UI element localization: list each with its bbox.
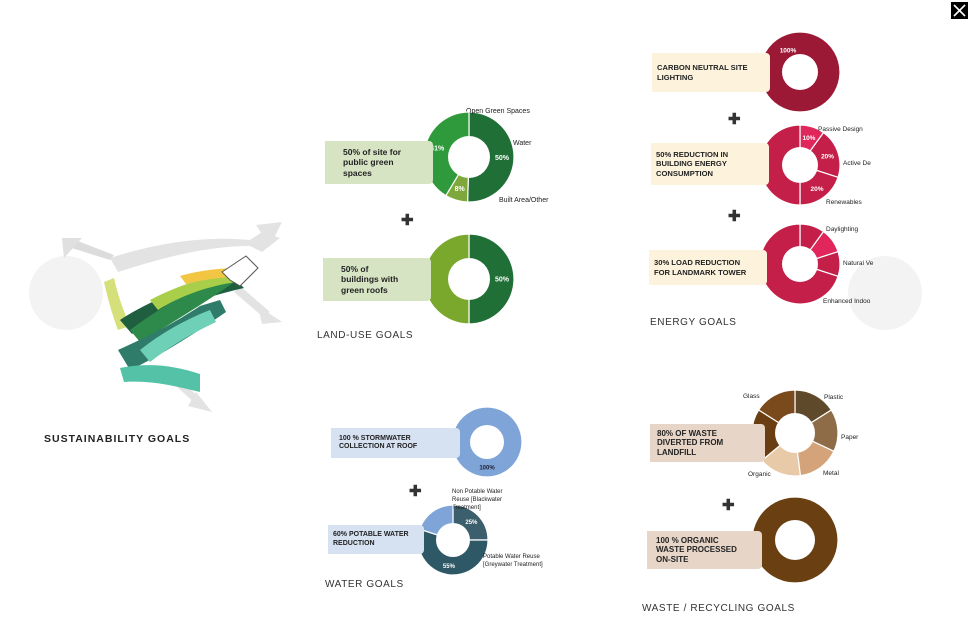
slice-category-label: Plastic xyxy=(824,394,844,401)
goal-green-roofs-pill: 50% of buildings with green roofs xyxy=(323,258,431,301)
goal-building-energy-label: 50% REDUCTION IN BUILDING ENERGY CONSUMP… xyxy=(656,150,729,178)
plus-icon: ✚ xyxy=(401,212,414,229)
goal-stormwater-pill: 100 % STORMWATER COLLECTION AT ROOF xyxy=(331,428,460,458)
waste-section-title: WASTE / RECYCLING GOALS xyxy=(642,603,795,614)
goal-organic-waste-label: 100 % ORGANIC WASTE PROCESSED ON-SITE xyxy=(656,535,737,564)
slice-category-label: Enhanced Indoo xyxy=(823,298,871,305)
slice-value-label: 10% xyxy=(802,135,815,142)
donut-hole xyxy=(782,147,818,183)
slice-value-label: 25% xyxy=(465,520,478,526)
goal-stormwater-label: 100 % STORMWATER COLLECTION AT ROOF xyxy=(339,434,418,450)
close-icon xyxy=(953,4,966,17)
donut-chart-waste-organic xyxy=(751,496,839,584)
donut-chart-energy-tower: Daylighting Natural Ve Enhanced Indoo xyxy=(759,223,874,305)
goal-green-spaces-pill: 50% of site for public green spaces xyxy=(325,141,433,184)
donut-hole xyxy=(448,136,490,178)
plus-icon: ✚ xyxy=(728,111,741,128)
energy-section-title: ENERGY GOALS xyxy=(650,317,737,328)
goal-potable-water-label: 60% POTABLE WATER REDUCTION xyxy=(333,531,409,547)
plus-icon: ✚ xyxy=(722,497,735,514)
slice-value-label: 100% xyxy=(479,466,495,472)
slice-value-label: 50% xyxy=(495,277,510,284)
donut-chart-water-storm: 100% xyxy=(451,406,523,478)
site-map-illustration xyxy=(62,222,282,412)
slice-category-label: Treatment] xyxy=(452,505,481,511)
goal-landmark-tower-label: 30% LOAD REDUCTION FOR LANDMARK TOWER xyxy=(654,258,747,277)
slice-category-label: Active De xyxy=(843,160,871,167)
slice-value-label: 41% xyxy=(430,146,445,153)
slice-category-label: [Greywater Treatment] xyxy=(483,562,543,568)
goal-landfill-label: 80% OF WASTE DIVERTED FROM LANDFILL xyxy=(657,428,724,457)
plus-icon: ✚ xyxy=(409,483,422,500)
slice-category-label: Renewables xyxy=(826,199,863,206)
donut-hole xyxy=(782,246,818,282)
slice-category-label: Potable Water Reuse xyxy=(483,554,540,560)
slice-category-label: Open Green Spaces xyxy=(466,108,530,115)
donut-hole xyxy=(775,520,815,560)
pie-slice xyxy=(468,233,515,325)
donut-chart-land-green: 50% Open Green Spaces 8% Water 41% Built Area… xyxy=(423,108,549,204)
pie-slice xyxy=(466,111,515,203)
slice-category-label: Water xyxy=(513,140,532,147)
slice-category-label: Daylighting xyxy=(826,226,859,233)
slice-value-label: 100% xyxy=(780,48,797,55)
slice-value-label: 50% xyxy=(495,155,510,162)
goal-landmark-tower-pill: 30% LOAD REDUCTION FOR LANDMARK TOWER xyxy=(649,250,767,285)
slice-category-label: Metal xyxy=(823,470,839,477)
water-section-title: WATER GOALS xyxy=(325,579,404,590)
slice-category-label: Passive Design xyxy=(818,126,863,133)
donut-hole xyxy=(436,523,470,557)
slice-value-label: 20% xyxy=(821,154,834,161)
donut-chart-energy-lighting: 100% xyxy=(759,31,841,113)
slice-category-label: Non Potable Water xyxy=(452,489,502,495)
donut-chart-water-potable: 25% Non Potable Water Reuse [Blackwater Tre… xyxy=(417,489,543,576)
goal-site-lighting-pill: CARBON NEUTRAL SITE LIGHTING xyxy=(652,53,770,92)
background-circle xyxy=(848,256,922,330)
goal-landfill-pill: 80% OF WASTE DIVERTED FROM LANDFILL xyxy=(650,424,765,462)
slice-category-label: Paper xyxy=(841,434,859,441)
slice-value-label: 55% xyxy=(443,564,456,570)
slice-category-label: Glass xyxy=(743,393,760,400)
donut-chart-land-roofs: 50% xyxy=(423,233,515,325)
donut-chart-waste-landfill: Plastic Paper Metal Organic Glass xyxy=(743,389,859,478)
goal-green-spaces-label: 50% of site for public green spaces xyxy=(343,147,402,178)
goal-organic-waste-pill: 100 % ORGANIC WASTE PROCESSED ON-SITE xyxy=(647,531,762,569)
goal-green-roofs-label: 50% of buildings with green roofs xyxy=(341,264,399,295)
slice-category-label: Organic xyxy=(748,471,772,478)
close-button[interactable] xyxy=(951,2,968,19)
land-use-section-title: LAND-USE GOALS xyxy=(317,330,414,341)
slice-category-label: Reuse [Blackwater xyxy=(452,497,502,503)
goal-site-lighting-label: CARBON NEUTRAL SITE LIGHTING xyxy=(657,63,748,82)
donut-hole xyxy=(775,413,815,453)
slice-category-label: Built Area/Other xyxy=(499,197,549,204)
plus-icon: ✚ xyxy=(728,208,741,225)
background-circle xyxy=(29,256,103,330)
slice-value-label: 20% xyxy=(811,186,824,193)
donut-hole xyxy=(470,425,504,459)
goal-potable-water-pill: 60% POTABLE WATER REDUCTION xyxy=(328,525,424,554)
donut-hole xyxy=(782,54,818,90)
page-title: SUSTAINABILITY GOALS xyxy=(44,433,191,445)
donut-hole xyxy=(448,258,490,300)
slice-value-label: 8% xyxy=(455,186,466,193)
goal-building-energy-pill: 50% REDUCTION IN BUILDING ENERGY CONSUMP… xyxy=(651,143,769,185)
slice-category-label: Natural Ve xyxy=(843,260,874,267)
